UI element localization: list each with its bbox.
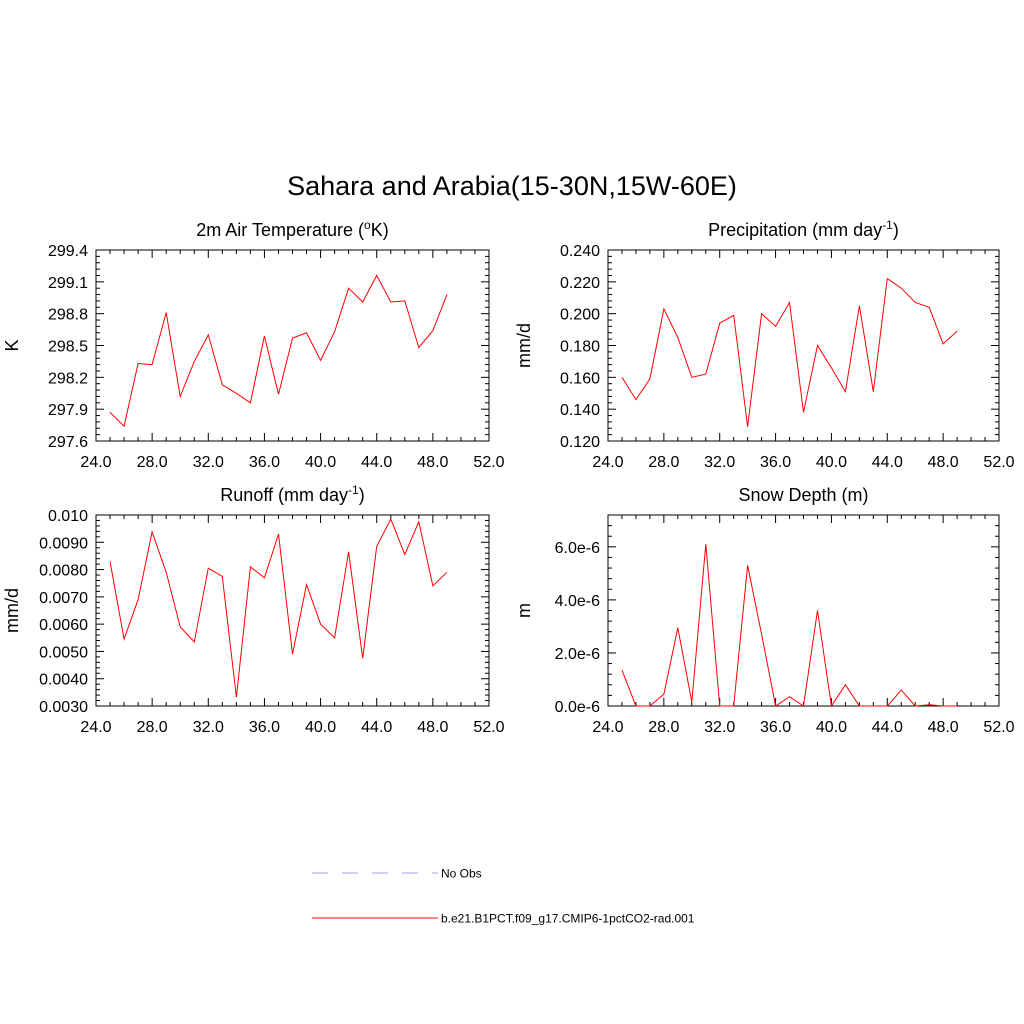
series-line: [621, 544, 958, 708]
y-tick-label: 0.0050: [39, 644, 88, 661]
x-tick-label: 44.0: [361, 454, 392, 471]
legend-label-model: b.e21.B1PCT.f09_g17.CMIP6-1pctCO2-rad.00…: [441, 912, 695, 926]
y-tick-label: 298.2: [48, 370, 88, 387]
y-axis-label: mm/d: [2, 588, 22, 633]
x-tick-label: 44.0: [872, 454, 903, 471]
x-tick-label: 28.0: [137, 719, 168, 736]
y-tick-label: 0.0090: [39, 535, 88, 552]
panel-title-main: 2m Air Temperature (: [196, 220, 364, 240]
y-tick-label: 298.8: [48, 307, 88, 324]
x-tick-label: 28.0: [648, 719, 679, 736]
panel-precipitation: 24.0 28.0 32.0 36.0 40.0 44.0 48.0 52.0 0.120 0.1…: [514, 218, 1015, 471]
y-tick-label: 2.0e-6: [555, 646, 600, 663]
panel-title: Runoff (mm day-1): [220, 483, 364, 505]
series-line: [109, 274, 448, 428]
x-tick-label: 32.0: [704, 454, 735, 471]
y-tick-label: 297.6: [48, 434, 88, 451]
x-tick-label: 28.0: [137, 454, 168, 471]
y-tick-label: 299.4: [48, 243, 88, 260]
y-tick-label: 0.010: [48, 508, 88, 525]
y-tick-label: 0.0e-6: [555, 699, 600, 716]
legend-label-no-obs: No Obs: [441, 867, 482, 881]
y-tick-label: 0.0060: [39, 617, 88, 634]
y-tick-label: 6.0e-6: [555, 540, 600, 557]
x-tick-label: 28.0: [648, 454, 679, 471]
panel-temperature: 24.0 28.0 32.0 36.0 40.0 44.0 48.0 52.0 297.6 297…: [2, 218, 505, 471]
x-tick-label: 36.0: [249, 454, 280, 471]
x-tick-label: 48.0: [928, 454, 959, 471]
x-tick-label: 52.0: [473, 454, 504, 471]
x-tick-label: 32.0: [193, 719, 224, 736]
x-tick-label: 36.0: [760, 719, 791, 736]
x-tick-label: 40.0: [816, 719, 847, 736]
panel-title-superscript: o: [364, 218, 371, 232]
x-tick-label: 24.0: [592, 454, 623, 471]
x-tick-label: 32.0: [193, 454, 224, 471]
x-tick-label: 52.0: [473, 719, 504, 736]
y-tick-label: 4.0e-6: [555, 593, 600, 610]
y-tick-label: 0.0030: [39, 699, 88, 716]
panel-title-superscript: -1: [348, 483, 359, 497]
panel-title: 2m Air Temperature (oK): [196, 218, 388, 240]
x-tick-label: 24.0: [80, 454, 111, 471]
panel-title-superscript: -1: [882, 218, 893, 232]
panel-title: Precipitation (mm day-1): [708, 218, 899, 240]
figure-title: Sahara and Arabia(15-30N,15W-60E): [287, 171, 737, 201]
x-tick-label: 32.0: [704, 719, 735, 736]
panel-title-main: Snow Depth (m): [738, 485, 868, 505]
panel-title-tail: ): [893, 220, 899, 240]
x-tick-label: 48.0: [417, 719, 448, 736]
y-axis-label: m: [514, 603, 534, 618]
y-tick-label: 297.9: [48, 402, 88, 419]
x-tick-label: 40.0: [816, 454, 847, 471]
series-line: [621, 277, 958, 427]
y-axis-label: mm/d: [514, 323, 534, 368]
x-tick-label: 48.0: [928, 719, 959, 736]
panel-title-tail: ): [359, 485, 365, 505]
y-tick-label: 0.140: [560, 402, 600, 419]
x-tick-label: 40.0: [305, 454, 336, 471]
y-tick-label: 0.0080: [39, 563, 88, 580]
panel-title-tail: K): [371, 220, 389, 240]
y-tick-label: 0.240: [560, 243, 600, 260]
y-tick-label: 0.120: [560, 434, 600, 451]
x-tick-label: 36.0: [249, 719, 280, 736]
x-tick-label: 36.0: [760, 454, 791, 471]
x-tick-label: 24.0: [592, 719, 623, 736]
legend: No Obs b.e21.B1PCT.f09_g17.CMIP6-1pctCO2…: [312, 867, 695, 926]
series-line: [109, 517, 448, 698]
y-tick-label: 0.200: [560, 307, 600, 324]
x-tick-label: 52.0: [983, 719, 1014, 736]
y-axis-label: K: [2, 339, 22, 351]
y-tick-label: 0.180: [560, 339, 600, 356]
x-tick-label: 52.0: [983, 454, 1014, 471]
x-tick-label: 48.0: [417, 454, 448, 471]
panel-runoff: 24.0 28.0 32.0 36.0 40.0 44.0 48.0 52.0 0.0030 0.…: [2, 483, 505, 736]
x-tick-label: 40.0: [305, 719, 336, 736]
y-tick-label: 0.0070: [39, 590, 88, 607]
y-tick-label: 0.160: [560, 370, 600, 387]
x-tick-label: 44.0: [872, 719, 903, 736]
y-tick-label: 298.5: [48, 339, 88, 356]
y-tick-label: 0.220: [560, 275, 600, 292]
panel-title: Snow Depth (m): [738, 485, 868, 505]
x-tick-label: 44.0: [361, 719, 392, 736]
panel-snow-depth: 24.0 28.0 32.0 36.0 40.0 44.0 48.0 52.0 0.0e-6 2.…: [514, 485, 1015, 736]
x-tick-label: 24.0: [80, 719, 111, 736]
panel-title-main: Precipitation (mm day: [708, 220, 882, 240]
y-tick-label: 0.0040: [39, 672, 88, 689]
panel-title-main: Runoff (mm day: [220, 485, 348, 505]
y-tick-label: 299.1: [48, 275, 88, 292]
